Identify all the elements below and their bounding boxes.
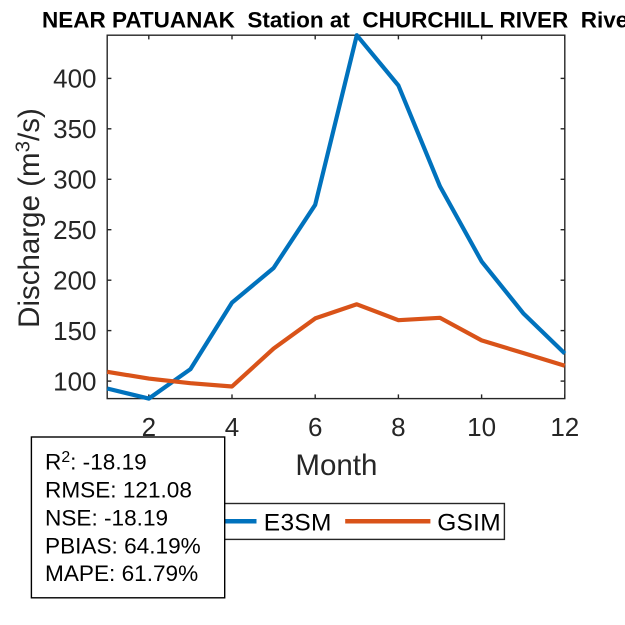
svg-text:350: 350	[53, 114, 96, 144]
svg-text:10: 10	[467, 412, 496, 442]
svg-text:NEAR PATUANAK Station at CHU: NEAR PATUANAK Station at CHURCHILL RIVER…	[42, 8, 625, 33]
svg-text:250: 250	[53, 215, 96, 245]
svg-text:6: 6	[308, 412, 322, 442]
svg-text:R2: -18.19: R2: -18.19	[45, 449, 147, 475]
svg-text:200: 200	[53, 265, 96, 295]
svg-text:100: 100	[53, 366, 96, 396]
svg-text:12: 12	[550, 412, 579, 442]
svg-text:150: 150	[53, 316, 96, 346]
svg-text:2: 2	[142, 412, 156, 442]
svg-text:4: 4	[225, 412, 239, 442]
svg-text:GSIM: GSIM	[437, 510, 501, 537]
svg-text:300: 300	[53, 165, 96, 195]
svg-text:Month: Month	[295, 449, 377, 482]
svg-text:400: 400	[53, 64, 96, 94]
svg-text:PBIAS: 64.19%: PBIAS: 64.19%	[45, 533, 201, 558]
svg-text:NSE: -18.19: NSE: -18.19	[45, 505, 168, 530]
svg-text:MAPE: 61.79%: MAPE: 61.79%	[45, 561, 198, 586]
svg-text:E3SM: E3SM	[264, 510, 332, 537]
svg-text:8: 8	[391, 412, 405, 442]
svg-text:RMSE: 121.08: RMSE: 121.08	[45, 478, 192, 503]
svg-text:Discharge (m3/s): Discharge (m3/s)	[12, 108, 47, 328]
